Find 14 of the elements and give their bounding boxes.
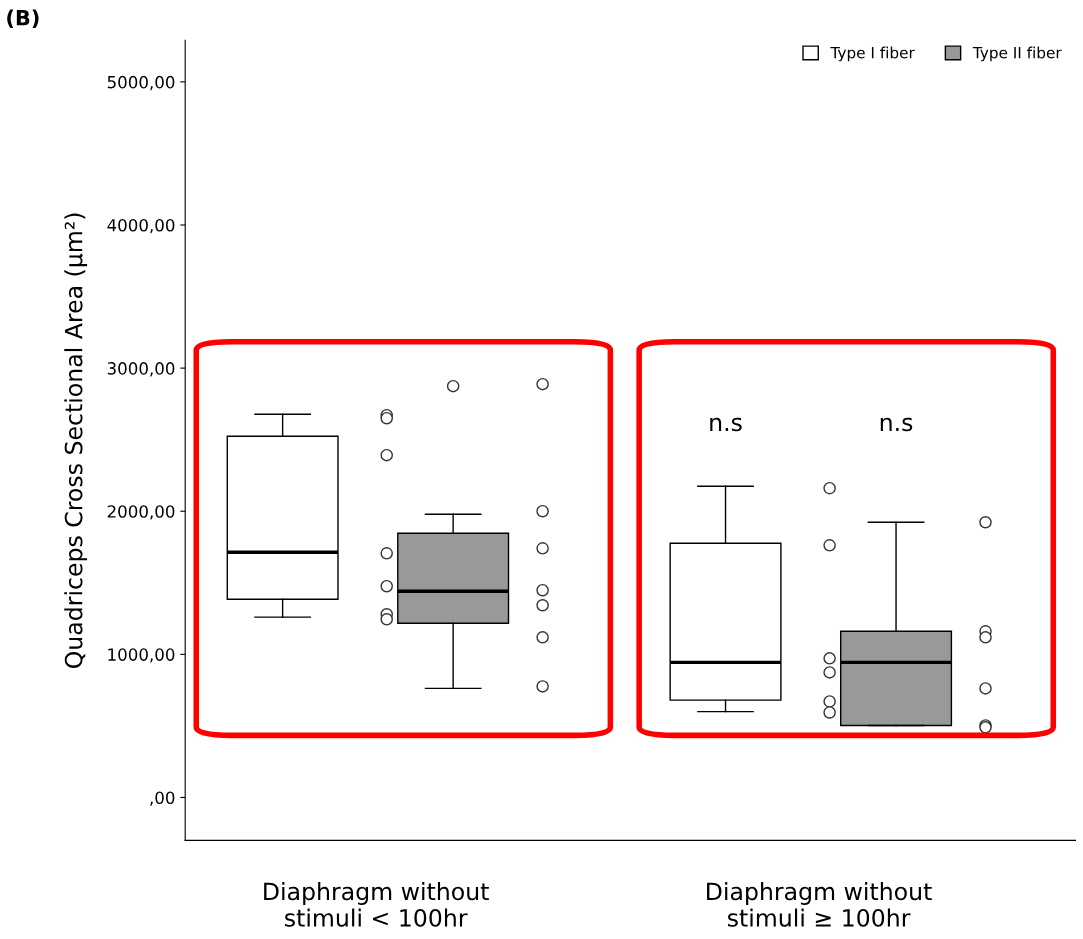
y-tick-label: ,00	[150, 791, 175, 806]
y-tick-label: 3000,00	[107, 362, 175, 377]
x-tick-label: Diaphragm without stimuli ≥ 100hr	[707, 882, 932, 927]
legend-label: Type I fiber	[830, 46, 915, 62]
y-axis-title: Quadriceps Cross Sectional Area (µm²)	[64, 213, 88, 668]
legend-label: Type II fiber	[972, 46, 1062, 62]
y-tick-label: 4000,00	[107, 218, 175, 234]
y-tick-label: 1000,00	[108, 648, 175, 663]
annotation: n.s	[710, 417, 742, 432]
x-tick-label: Diaphragm without stimuli < 100hr	[264, 882, 489, 927]
y-tick-label: 5000,00	[107, 75, 175, 91]
y-tick-label: 2000,00	[107, 505, 175, 520]
text: (B)	[7, 9, 39, 28]
annotation: n.s	[880, 417, 913, 432]
